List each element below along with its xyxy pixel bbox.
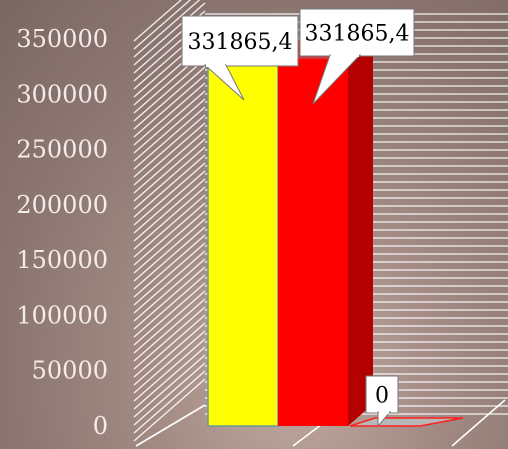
side-wall-gridline [133,362,206,426]
y-tick-label: 250000 [16,136,108,164]
side-wall-gridline [133,234,206,298]
y-tick-label: 100000 [16,301,108,329]
y-tick-label: 200000 [16,191,108,219]
side-wall-gridline [133,218,206,282]
side-wall-gridline [133,90,206,154]
side-wall-gridline [133,82,206,146]
data-label-text: 0 [375,384,389,409]
bar [207,58,279,427]
side-wall-gridline [133,330,206,394]
side-wall-gridline [133,346,206,410]
data-label-box [365,375,399,414]
data-label: 0 [365,375,399,428]
side-wall-gridline [133,306,206,370]
data-label-seam [331,54,359,57]
data-label-text: 331865,4 [188,30,293,55]
bar-side [348,37,373,426]
data-label-box [181,15,299,67]
side-wall-gridline [133,242,206,306]
side-wall-gridline [133,170,206,234]
side-wall-gridline [133,202,206,266]
side-wall-gridline [133,210,206,274]
side-wall-gridline [133,0,182,42]
side-wall-gridline [133,258,206,322]
side-wall-gridline [133,226,206,290]
side-wall-gridline [133,130,206,194]
side-wall-gridline [133,298,206,362]
side-wall-gridline [133,266,206,330]
side-wall-gridline [133,114,206,178]
data-label: 331865,4 [181,15,299,101]
y-tick-label: 50000 [32,357,108,385]
side-wall-gridline [133,354,206,418]
side-wall-gridline [133,74,206,138]
bar [349,417,464,427]
data-label: 331865,4 [299,8,415,105]
side-wall-gridline [133,274,206,338]
side-wall-gridline [133,106,206,170]
floor-edge [451,399,506,447]
side-wall-gridline [133,138,206,202]
bar [278,59,348,426]
y-tick-label: 300000 [16,80,108,108]
bars [207,37,464,427]
side-wall-gridline [133,314,206,378]
side-wall-gridline [133,290,206,354]
side-wall-gridline [133,282,206,346]
side-wall-gridline [133,66,206,130]
data-label-seam [206,64,225,67]
side-wall-gridline [133,146,206,210]
y-tick-label: 150000 [16,246,108,274]
data-label-seam [379,411,389,414]
data-labels: 331865,4 331865,4 0 [181,8,415,428]
side-wall-gridline [133,154,206,218]
side-wall-gridline [133,0,192,50]
y-tick-label: 0 [93,412,108,440]
side-wall-gridline [133,378,206,442]
y-axis: 0 50000 100000 150000 200000 250000 300000 3500… [16,25,108,440]
side-wall-gridline [133,194,206,258]
side-wall-gridline [133,162,206,226]
side-wall-gridline [133,186,206,250]
data-label-text: 331865,4 [305,22,410,47]
side-wall-gridline [133,370,206,434]
side-wall-gridline [133,2,206,66]
side-wall-gridline [133,322,206,386]
side-wall-gridline [133,122,206,186]
side-wall-gridline [133,98,206,162]
side-wall-gridline [133,58,206,122]
side-wall-gridline [133,0,201,58]
side-wall-gridline [133,338,206,402]
side-wall-gridline [133,178,206,242]
side-wall-gridline [133,250,206,314]
y-tick-label: 350000 [16,25,108,53]
floor-edge [135,404,206,447]
